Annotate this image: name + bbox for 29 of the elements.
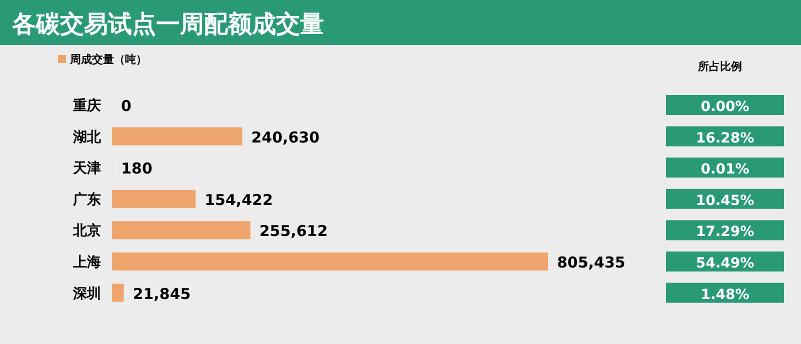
y-tick-label: 天津 [72, 160, 101, 177]
text: 54.49% [696, 256, 754, 272]
text: 10.45% [696, 192, 754, 209]
y-tick-label: 深圳 [72, 286, 101, 302]
y-tick-label: 湖北 [72, 129, 102, 146]
data-label: 0 [121, 97, 132, 115]
bar [112, 252, 548, 270]
data-label: 154,422 [204, 190, 273, 209]
text: 0.00% [700, 99, 750, 115]
data-label: 805,435 [557, 254, 626, 272]
y-tick-label: 重庆 [72, 97, 101, 114]
text: 16.28% [696, 130, 754, 146]
text: 所占比例 [697, 60, 742, 73]
bar [112, 127, 242, 146]
text: 0.01% [700, 162, 750, 178]
bar [112, 284, 124, 302]
data-label: 255,612 [259, 222, 328, 240]
chart-title: 各碳交易试点一周配额成交量 [11, 10, 324, 38]
data-label: 180 [121, 160, 152, 178]
data-label: 21,845 [132, 284, 191, 303]
y-tick-label: 广东 [72, 190, 101, 208]
bar [112, 221, 250, 240]
legend-label: 周成交量（吨） [69, 53, 147, 66]
y-tick-label: 上海 [72, 254, 101, 270]
data-label: 240,630 [251, 128, 320, 146]
text: 1.48% [700, 286, 750, 303]
text: 17.29% [696, 224, 754, 240]
y-tick-label: 北京 [72, 222, 101, 240]
bar [112, 190, 196, 208]
